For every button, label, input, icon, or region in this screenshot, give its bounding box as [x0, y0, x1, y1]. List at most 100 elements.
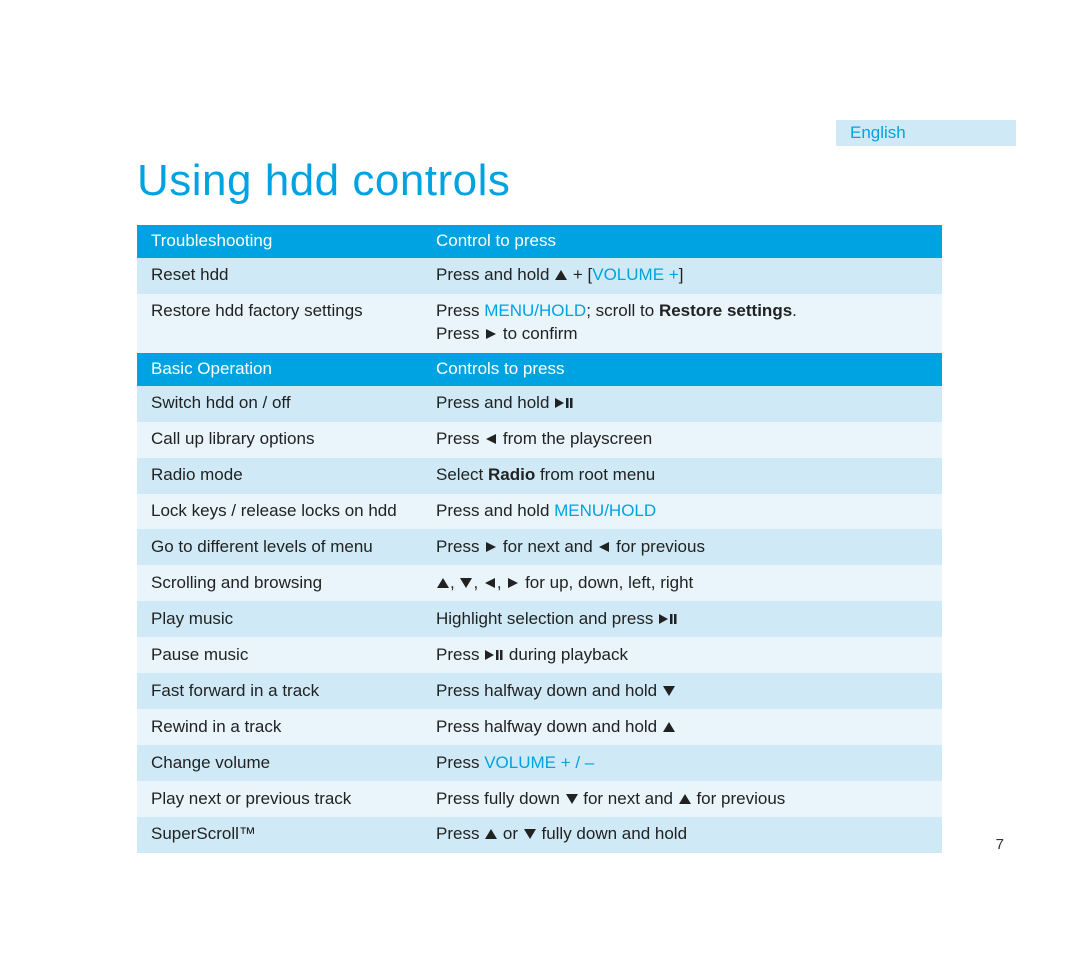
header-right: Controls to press [432, 358, 942, 381]
row-control: Press and hold MENU/HOLD [432, 500, 942, 523]
row-action: Switch hdd on / off [137, 392, 432, 415]
text-run: Radio mode [151, 465, 243, 484]
triangle-right-icon [506, 577, 520, 589]
row-control: Press MENU/HOLD; scroll to Restore setti… [432, 300, 942, 346]
row-control: Select Radio from root menu [432, 464, 942, 487]
text-run: VOLUME + [592, 265, 678, 284]
triangle-up-icon [436, 577, 450, 589]
text-run: Reset hdd [151, 265, 229, 284]
text-run: Pause music [151, 645, 248, 664]
row-control: Press fully down for next and for previo… [432, 788, 942, 811]
text-run: Fast forward in a track [151, 681, 319, 700]
table-row: Reset hdd Press and hold + [VOLUME +] [137, 258, 942, 294]
text-run: SuperScroll™ [151, 824, 256, 843]
play-pause-icon [658, 613, 678, 625]
row-control: Press during playback [432, 644, 942, 667]
row-control: , , , for up, down, left, right [432, 572, 942, 595]
text-run: for next and [498, 537, 597, 556]
text-run: from the playscreen [498, 429, 652, 448]
controls-table: TroubleshootingControl to pressReset hdd… [137, 225, 942, 853]
text-run: Radio [488, 465, 535, 484]
triangle-up-icon [554, 269, 568, 281]
text-run: for previous [611, 537, 705, 556]
table-row: Radio mode Select Radio from root menu [137, 458, 942, 494]
row-control: Press and hold + [VOLUME +] [432, 264, 942, 287]
triangle-down-icon [523, 828, 537, 840]
play-icon [484, 328, 498, 340]
section-header-row: TroubleshootingControl to press [137, 225, 942, 258]
text-run: Press [436, 301, 484, 320]
page-number: 7 [996, 836, 1004, 853]
triangle-up-icon [662, 721, 676, 733]
text-run: VOLUME + / – [484, 753, 594, 772]
text-run: Press fully down [436, 789, 565, 808]
text-run: Press [436, 537, 484, 556]
header-right: Control to press [432, 230, 942, 253]
row-action: Change volume [137, 752, 432, 775]
text-run: Press [436, 429, 484, 448]
text-run: + [ [568, 265, 592, 284]
row-action: Fast forward in a track [137, 680, 432, 703]
table-row: Pause music Press during playback [137, 637, 942, 673]
row-action: Play music [137, 608, 432, 631]
row-action: Play next or previous track [137, 788, 432, 811]
text-run: for up, down, left, right [520, 573, 693, 592]
header-left: Troubleshooting [137, 230, 432, 253]
text-run: Play next or previous track [151, 789, 351, 808]
row-action: Rewind in a track [137, 716, 432, 739]
text-run: Press halfway down and hold [436, 681, 662, 700]
table-row: Fast forward in a track Press halfway dow… [137, 673, 942, 709]
text-run: to confirm [498, 324, 577, 343]
text-run: MENU/HOLD [484, 301, 586, 320]
row-control: Press halfway down and hold [432, 680, 942, 703]
text-run: Press and hold [436, 501, 554, 520]
text-run: Restore hdd factory settings [151, 301, 363, 320]
text-run: , [473, 573, 482, 592]
table-row: Scrolling and browsing, , , for up, down… [137, 565, 942, 601]
text-run: for next and [579, 789, 678, 808]
row-control: Highlight selection and press [432, 608, 942, 631]
text-run: from root menu [535, 465, 655, 484]
text-run: during playback [504, 645, 628, 664]
text-run: ; scroll to [586, 301, 659, 320]
text-run: Press and hold [436, 393, 554, 412]
table-row: SuperScroll™ Press or fully down and hold [137, 817, 942, 853]
row-action: Call up library options [137, 428, 432, 451]
triangle-up-icon [484, 828, 498, 840]
text-run: Press [436, 645, 484, 664]
text-run: MENU/HOLD [554, 501, 656, 520]
play-pause-icon [554, 397, 574, 409]
row-action: Scrolling and browsing [137, 572, 432, 595]
table-row: Switch hdd on / offPress and hold [137, 386, 942, 422]
text-run: Rewind in a track [151, 717, 281, 736]
text-run: ] [679, 265, 684, 284]
table-row: Lock keys / release locks on hdd Press an… [137, 494, 942, 530]
row-control: Press VOLUME + / – [432, 752, 942, 775]
table-row: Change volumePress VOLUME + / – [137, 745, 942, 781]
row-action: Pause music [137, 644, 432, 667]
text-run: Select [436, 465, 488, 484]
row-action: Radio mode [137, 464, 432, 487]
table-row: Play music Highlight selection and press [137, 601, 942, 637]
row-control: Press and hold [432, 392, 942, 415]
triangle-down-icon [565, 793, 579, 805]
text-run: , [497, 573, 506, 592]
triangle-left-icon [483, 577, 497, 589]
text-run: Lock keys / release locks on hdd [151, 501, 397, 520]
row-control: Press or fully down and hold [432, 823, 942, 846]
text-run: , [450, 573, 459, 592]
table-row: Call up library optionsPress from the pl… [137, 422, 942, 458]
triangle-down-icon [459, 577, 473, 589]
text-run: fully down and hold [537, 824, 687, 843]
text-run: Highlight selection and press [436, 609, 658, 628]
triangle-up-icon [678, 793, 692, 805]
section-header-row: Basic OperationControls to press [137, 353, 942, 386]
row-action: Go to different levels of menu [137, 536, 432, 559]
manual-page: English Using hdd controls Troubleshooti… [0, 0, 1080, 953]
row-action: Lock keys / release locks on hdd [137, 500, 432, 523]
text-run: Play music [151, 609, 233, 628]
text-run: or [498, 824, 523, 843]
row-action: Restore hdd factory settings [137, 300, 432, 323]
language-tab: English [836, 120, 1016, 146]
text-run: for previous [692, 789, 786, 808]
